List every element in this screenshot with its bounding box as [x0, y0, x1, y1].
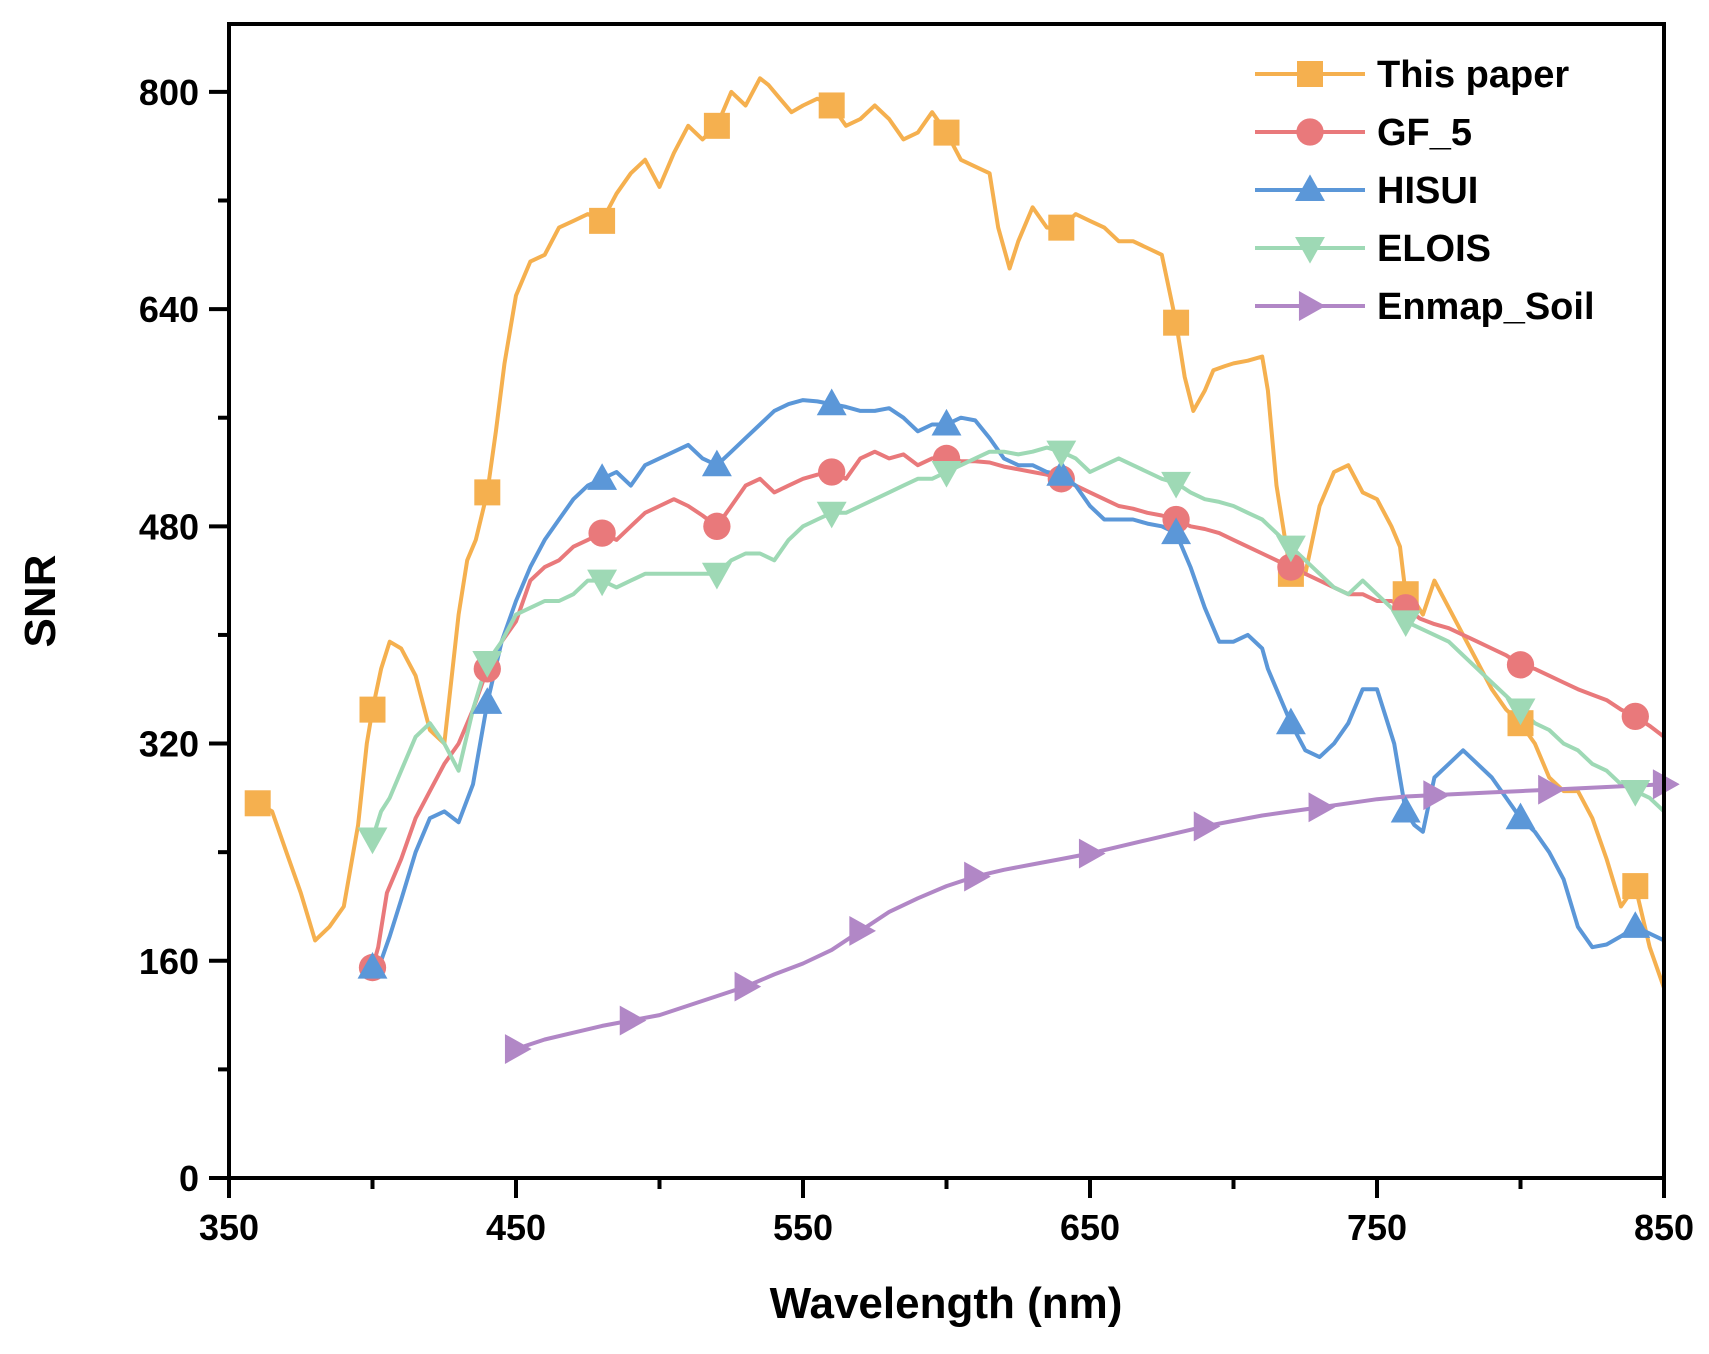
- marker-enmap-soil: [1652, 769, 1680, 800]
- marker-hisui: [1275, 707, 1306, 735]
- x-tick-label-850: 850: [1634, 1207, 1694, 1248]
- x-tick-label-550: 550: [773, 1207, 833, 1248]
- y-tick-label-0: 0: [179, 1158, 199, 1199]
- x-tick-label-650: 650: [1060, 1207, 1120, 1248]
- marker-hisui: [587, 463, 618, 490]
- marker-elois: [816, 501, 847, 529]
- x-tick-label-350: 350: [199, 1207, 259, 1248]
- marker-enmap-soil: [964, 861, 991, 892]
- x-axis-title: Wavelength (nm): [770, 1279, 1123, 1328]
- marker-enmap-soil: [734, 971, 762, 1002]
- legend-label-hisui: HISUI: [1377, 170, 1478, 212]
- marker-hisui: [1161, 517, 1192, 545]
- marker-hisui: [931, 408, 962, 436]
- marker-enmap-soil: [1538, 774, 1565, 805]
- marker-hisui: [357, 951, 388, 979]
- legend-marker-gf-5: [1296, 118, 1324, 146]
- marker-enmap-soil: [1193, 811, 1221, 842]
- marker-hisui: [816, 388, 847, 416]
- marker-elois: [701, 562, 732, 590]
- marker-this-paper: [933, 119, 960, 146]
- y-tick-label-320: 320: [139, 724, 199, 765]
- marker-this-paper: [589, 207, 616, 234]
- marker-this-paper: [818, 92, 845, 119]
- legend-label-enmap-soil: Enmap_Soil: [1377, 286, 1595, 328]
- y-tick-label-640: 640: [139, 289, 199, 330]
- marker-elois: [1620, 780, 1651, 807]
- marker-hisui: [1505, 802, 1536, 830]
- marker-hisui: [1620, 911, 1651, 938]
- marker-this-paper: [1622, 873, 1649, 900]
- marker-enmap-soil: [849, 915, 876, 946]
- x-tick-label-450: 450: [486, 1207, 546, 1248]
- marker-elois: [1161, 471, 1192, 499]
- legend-item-hisui: HISUI: [1255, 170, 1478, 212]
- marker-hisui: [472, 687, 503, 714]
- legend-item-enmap-soil: Enmap_Soil: [1255, 286, 1595, 328]
- legend-item-elois: ELOIS: [1255, 228, 1491, 270]
- marker-gf-5: [1506, 651, 1535, 679]
- marker-this-paper: [703, 112, 730, 139]
- marker-gf-5: [703, 512, 731, 540]
- marker-elois: [587, 569, 618, 597]
- marker-gf-5: [1277, 553, 1305, 581]
- marker-this-paper: [244, 790, 271, 817]
- legend: This paper GF_5 HISUI ELOIS Enmap_Soil: [1255, 54, 1595, 328]
- marker-this-paper: [1163, 309, 1190, 336]
- marker-layer: [244, 92, 1680, 1064]
- legend-label-this-paper: This paper: [1377, 54, 1569, 96]
- x-tick-label-750: 750: [1347, 1207, 1407, 1248]
- marker-elois: [1275, 535, 1306, 563]
- marker-enmap-soil: [504, 1034, 532, 1064]
- marker-hisui: [1046, 459, 1077, 486]
- axis-layer: 350 450 550 650 750 850 0 160 320 480 640 800: [139, 72, 1694, 1248]
- marker-this-paper: [1048, 214, 1075, 241]
- y-tick-label-800: 800: [139, 72, 199, 113]
- legend-marker-this-paper: [1297, 61, 1323, 87]
- series-line-gf-5: [370, 449, 1664, 970]
- legend-item-this-paper: This paper: [1255, 54, 1569, 96]
- marker-enmap-soil: [1423, 780, 1450, 811]
- series-line-this-paper: [255, 76, 1664, 990]
- legend-item-gf-5: GF_5: [1255, 112, 1472, 154]
- marker-elois: [1046, 440, 1077, 468]
- marker-elois: [931, 460, 962, 488]
- marker-hisui: [701, 449, 732, 477]
- y-tick-label-480: 480: [139, 506, 199, 547]
- marker-this-paper: [474, 479, 501, 506]
- marker-gf-5: [818, 458, 846, 486]
- y-axis-title: SNR: [16, 555, 65, 648]
- marker-enmap-soil: [619, 1005, 647, 1036]
- series-line-elois: [370, 445, 1664, 841]
- marker-elois: [472, 651, 503, 678]
- series-line-enmap-soil: [514, 782, 1664, 1051]
- marker-elois: [1390, 610, 1421, 637]
- legend-marker-hisui: [1295, 174, 1325, 202]
- marker-elois: [357, 827, 388, 855]
- series-layer: [255, 76, 1664, 1051]
- y-tick-label-160: 160: [139, 941, 199, 982]
- marker-enmap-soil: [1078, 838, 1106, 869]
- legend-marker-enmap-soil: [1298, 291, 1326, 321]
- marker-elois: [1505, 698, 1536, 726]
- legend-label-gf-5: GF_5: [1377, 112, 1472, 154]
- marker-enmap-soil: [1308, 792, 1336, 823]
- marker-gf-5: [1621, 702, 1649, 731]
- legend-marker-elois: [1295, 236, 1325, 264]
- marker-this-paper: [359, 696, 386, 723]
- marker-hisui: [1390, 795, 1421, 823]
- marker-gf-5: [588, 519, 616, 547]
- series-line-hisui: [370, 398, 1664, 970]
- legend-label-elois: ELOIS: [1377, 228, 1491, 270]
